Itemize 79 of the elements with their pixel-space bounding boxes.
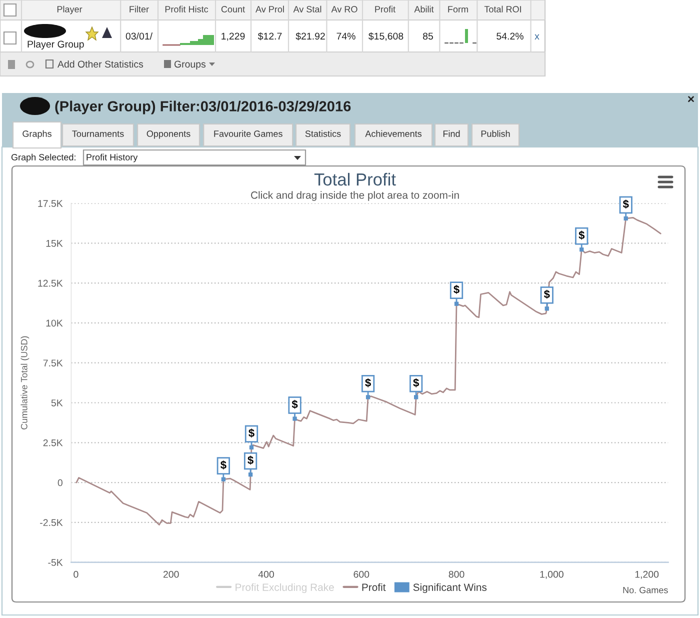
text: Graphs: [22, 130, 52, 139]
text: Opponents: [146, 130, 190, 139]
x-tick-label: 0: [74, 570, 78, 578]
data-label: $: [622, 200, 629, 209]
point: [221, 477, 226, 482]
text: 74%: [336, 32, 356, 40]
y-tick-label: -2.5K: [40, 519, 63, 526]
data-label: $: [220, 460, 226, 470]
text: (Player Group) Filter:03/01/2016-03/29/2016: [55, 100, 351, 114]
data-label: $: [413, 378, 420, 388]
text: Profit History: [86, 154, 138, 162]
point: [248, 472, 253, 477]
text: Player: [57, 6, 82, 14]
data-label: $: [578, 230, 585, 240]
data-label: $: [365, 378, 371, 388]
text: Count: [221, 6, 245, 12]
text: 1,229: [222, 32, 245, 41]
x-tick-label: 1,000: [540, 570, 564, 579]
text: Add Other Statistics: [58, 60, 144, 68]
x-axis-title: No. Games: [623, 586, 668, 594]
x-tick-label: 1,200: [635, 570, 659, 579]
point: [292, 416, 297, 421]
chart-title: Total Profit: [314, 172, 396, 186]
text: Abilit: [414, 6, 434, 12]
text: x: [534, 34, 540, 40]
point: [544, 306, 549, 311]
text: $21.92: [296, 32, 325, 40]
y-tick-label: 12.5K: [38, 280, 63, 287]
text: Form: [448, 6, 468, 12]
point: [580, 247, 584, 252]
y-tick-label: 7.5K: [43, 360, 63, 366]
y-tick-label: -5K: [48, 559, 63, 566]
data-label: $: [454, 284, 460, 294]
x-tick-label: 200: [163, 570, 179, 578]
text: Profit: [375, 6, 396, 12]
y-tick-label: 2.5K: [43, 439, 63, 446]
x-tick-label: 800: [448, 570, 464, 578]
x-tick-label: 400: [258, 570, 274, 578]
y-tick-label: 15K: [46, 240, 63, 247]
text: Favourite Games: [214, 130, 282, 137]
point: [454, 302, 459, 306]
text: Graph Selected:: [11, 154, 76, 162]
y-tick-label: 5K: [51, 400, 63, 406]
text: Profit Histc: [165, 6, 208, 12]
data-label: $: [248, 456, 254, 465]
text: $15,608: [368, 32, 404, 41]
data-label: $: [248, 428, 254, 438]
point: [366, 395, 370, 400]
text: Av Prol: [256, 6, 284, 12]
text: Av Stal: [293, 6, 322, 12]
chart-subtitle: Click and drag inside the plot area to zoom-in: [251, 191, 459, 201]
text: 54.2%: [496, 32, 524, 40]
text: Find: [443, 130, 460, 137]
text: Statistics: [305, 130, 341, 137]
y-axis-title: Cumulative Total (USD): [20, 336, 30, 430]
line-series: [76, 216, 662, 526]
text: ×: [688, 96, 694, 102]
text: Player Group: [28, 40, 84, 50]
text: Filter: [130, 6, 149, 12]
point: [249, 445, 254, 450]
text: 03/01/: [126, 32, 153, 40]
text: Groups: [174, 60, 206, 70]
data-label: $: [292, 400, 298, 409]
y-tick-label: 17.5K: [38, 200, 63, 207]
text: $12.7: [258, 32, 282, 40]
x-tick-label: 600: [354, 570, 370, 578]
legend-label: Significant Wins: [413, 583, 487, 594]
legend-label: Profit: [362, 583, 386, 591]
text: Publish: [481, 130, 510, 137]
text: Achievements: [365, 130, 422, 137]
text: Av RO: [331, 6, 358, 12]
text: 85: [423, 32, 433, 40]
text: Tournaments: [72, 130, 124, 137]
point: [624, 216, 628, 221]
text: Total ROI: [484, 6, 521, 12]
point: [414, 395, 418, 400]
y-tick-label: 0: [58, 479, 62, 486]
y-tick-label: 10K: [46, 320, 63, 327]
data-label: $: [544, 290, 550, 299]
